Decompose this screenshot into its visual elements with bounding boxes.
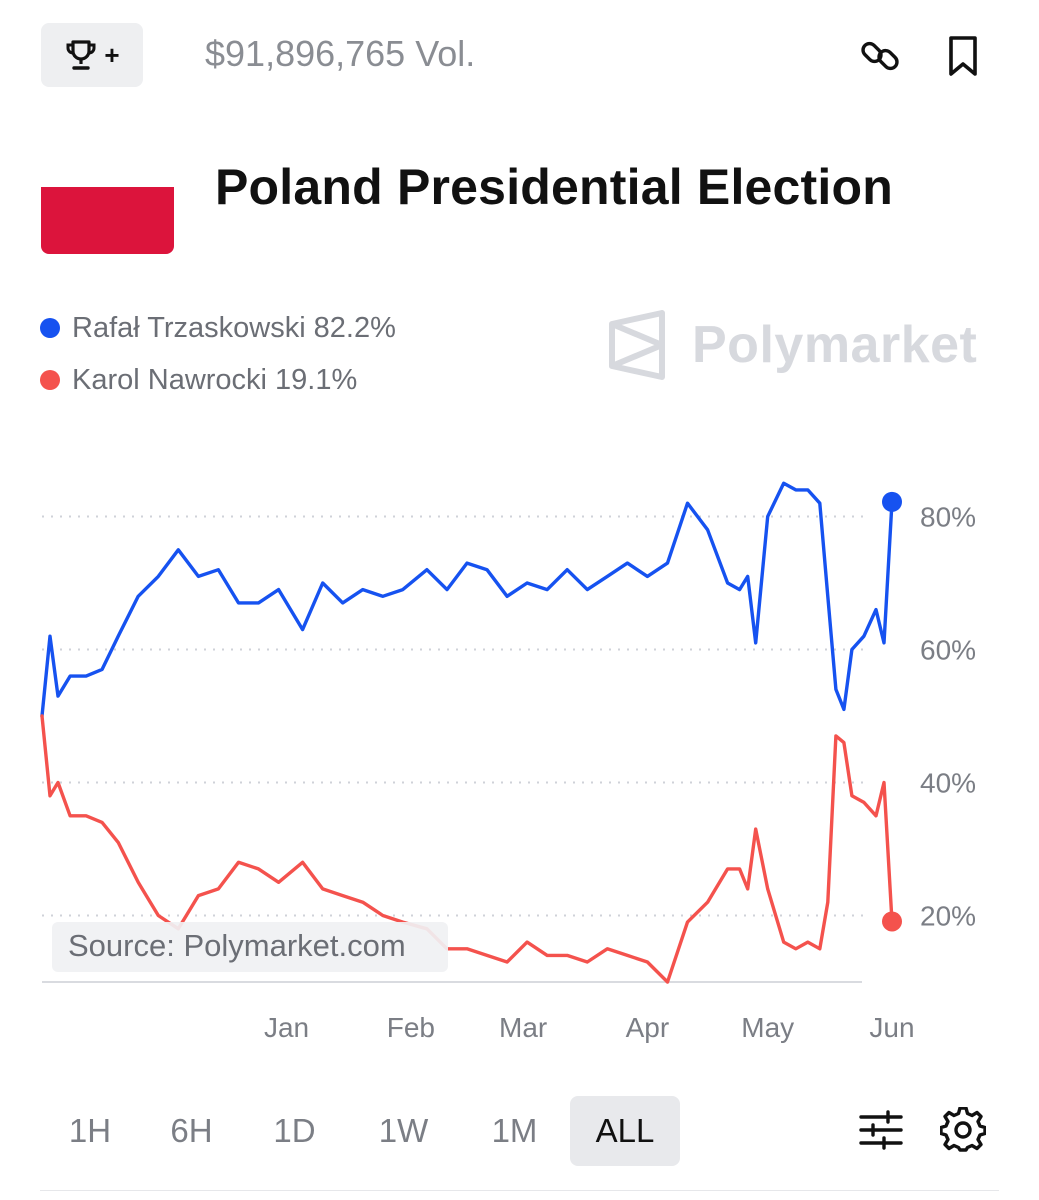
y-axis: 20% 40% 60% 80% [920, 502, 976, 932]
market-title: Poland Presidential Election [215, 159, 893, 215]
gear-icon[interactable] [940, 1107, 986, 1153]
range-button-1h[interactable]: 1H [68, 1112, 112, 1149]
chart-legend: Rafał Trzaskowski 82.2% Karol Nawrocki 1… [40, 302, 396, 406]
trophy-plus-label: + [104, 40, 120, 70]
y-tick-label: 60% [920, 635, 976, 666]
trophy-icon [66, 40, 96, 70]
legend-name: Karol Nawrocki [72, 363, 267, 396]
range-button-1m[interactable]: 1M [491, 1112, 538, 1149]
source-box [52, 922, 448, 972]
range-button-1d[interactable]: 1D [273, 1112, 316, 1149]
legend-dot-red [40, 370, 60, 390]
legend-value: 19.1% [275, 363, 358, 396]
x-tick-label: Mar [499, 1012, 547, 1043]
legend-item-trzaskowski: Rafał Trzaskowski 82.2% [40, 302, 396, 354]
bottom-divider [40, 1190, 999, 1191]
x-tick-label: Jan [264, 1012, 309, 1043]
x-tick-label: Jun [869, 1012, 914, 1043]
link-icon[interactable] [858, 34, 902, 78]
x-tick-label: May [741, 1012, 794, 1043]
legend-value: 82.2% [313, 311, 396, 344]
legend-dot-blue [40, 318, 60, 338]
y-tick-label: 40% [920, 768, 976, 799]
polymarket-watermark: Polymarket [606, 310, 977, 380]
price-chart[interactable]: 20% 40% 60% 80% Jan Feb Mar Apr May Jun [0, 440, 1039, 1060]
range-button-6h[interactable]: 6H [170, 1112, 213, 1149]
x-tick-label: Feb [387, 1012, 435, 1043]
sliders-icon[interactable] [858, 1110, 904, 1150]
source-label: Source: Polymarket.com [68, 928, 406, 963]
time-range-selector: 1H 6H 1D 1W 1M ALL [40, 1096, 680, 1166]
trophy-button[interactable]: + [41, 23, 143, 87]
watermark-text: Polymarket [692, 316, 978, 374]
x-tick-label: Apr [626, 1012, 670, 1043]
chart-grid [42, 515, 870, 917]
bookmark-icon[interactable] [944, 34, 982, 78]
legend-name: Rafał Trzaskowski [72, 311, 306, 344]
x-axis: Jan Feb Mar Apr May Jun [264, 1012, 915, 1043]
range-button-all[interactable]: ALL [570, 1096, 680, 1166]
chart-series [40, 481, 902, 984]
polymarket-logo-icon [609, 310, 665, 380]
series-line-trzaskowski [40, 481, 894, 718]
poland-flag-icon [41, 120, 174, 254]
y-tick-label: 20% [920, 901, 976, 932]
volume-text: $91,896,765 Vol. [205, 33, 476, 74]
y-tick-label: 80% [920, 502, 976, 533]
series-end-marker-nawrocki [882, 911, 902, 932]
range-button-1w[interactable]: 1W [378, 1112, 429, 1149]
legend-item-nawrocki: Karol Nawrocki 19.1% [40, 354, 396, 406]
series-end-marker-trzaskowski [882, 491, 902, 512]
